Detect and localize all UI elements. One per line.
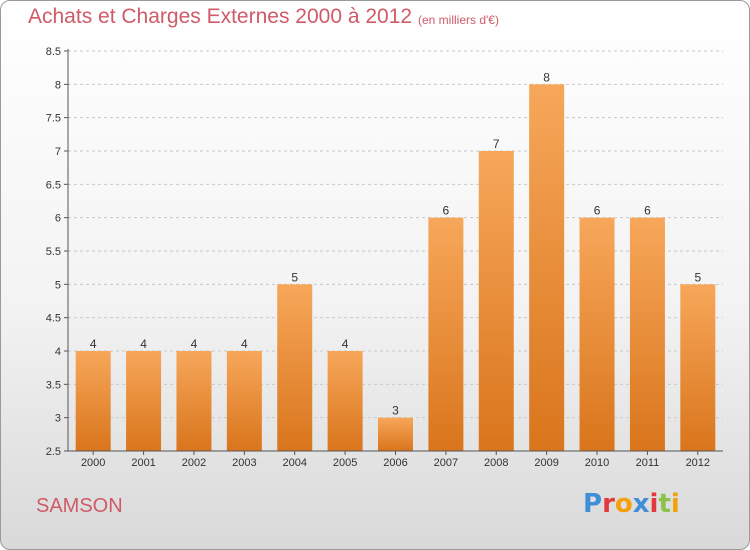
logo-letter: t bbox=[658, 489, 671, 519]
data-label: 6 bbox=[594, 204, 601, 218]
logo-letter: x bbox=[632, 489, 650, 519]
proxiti-logo[interactable]: Proxiti bbox=[583, 489, 680, 519]
data-label: 5 bbox=[694, 270, 701, 284]
data-label: 4 bbox=[342, 337, 349, 351]
logo-letter: o bbox=[614, 489, 633, 519]
x-tick-label: 2003 bbox=[232, 457, 256, 469]
grid-lines bbox=[68, 50, 723, 419]
logo-letter: i bbox=[670, 489, 680, 519]
y-tick-label: 8.5 bbox=[46, 46, 61, 58]
y-tick-label: 3.5 bbox=[46, 379, 61, 391]
axes: 2.5 3 3.5 4 4.5 5 5.5 6 6.5 7 7.5 8 8.5 2000 2001 2002 2… bbox=[46, 46, 723, 469]
bars: 4 4 4 4 5 4 3 6 7 8 6 6 5 bbox=[75, 70, 716, 451]
chart-title: Achats et Charges Externes 2000 à 2012 bbox=[28, 5, 413, 28]
x-tick-label: 2007 bbox=[434, 457, 458, 469]
x-tick-label: 2011 bbox=[636, 457, 660, 469]
bar bbox=[226, 351, 262, 451]
x-tick-label: 2009 bbox=[534, 457, 558, 469]
y-tick-label: 5 bbox=[55, 279, 61, 291]
y-tick-label: 7.5 bbox=[46, 113, 61, 125]
y-tick-label: 2.5 bbox=[46, 446, 61, 458]
y-tick-label: 3 bbox=[55, 413, 61, 425]
x-tick-label: 2012 bbox=[686, 457, 710, 469]
logo-letter: r bbox=[602, 489, 615, 519]
bar bbox=[680, 284, 716, 451]
x-tick-label: 2005 bbox=[333, 457, 357, 469]
x-tick-label: 2010 bbox=[585, 457, 609, 469]
x-tick-label: 2001 bbox=[131, 457, 155, 469]
x-tick-label: 2008 bbox=[484, 457, 508, 469]
y-tick-label: 6.5 bbox=[46, 179, 61, 191]
chart-subtitle: (en milliers d'€) bbox=[418, 13, 499, 27]
data-label: 6 bbox=[644, 204, 651, 218]
bar bbox=[327, 351, 363, 451]
logo-letter: P bbox=[583, 489, 603, 519]
bar bbox=[277, 284, 313, 451]
x-tick-label: 2004 bbox=[282, 457, 306, 469]
bar bbox=[529, 84, 565, 451]
logo-letter: i bbox=[649, 489, 659, 519]
data-label: 6 bbox=[443, 204, 450, 218]
y-tick-label: 8 bbox=[55, 79, 61, 91]
bar bbox=[126, 351, 162, 451]
data-label: 4 bbox=[241, 337, 248, 351]
commune-name: SAMSON bbox=[36, 495, 123, 517]
data-label: 4 bbox=[140, 337, 147, 351]
y-tick-label: 5.5 bbox=[46, 246, 61, 258]
bar bbox=[378, 417, 413, 451]
bar bbox=[176, 351, 212, 451]
data-label: 4 bbox=[90, 337, 97, 351]
bar bbox=[478, 151, 514, 451]
data-label: 3 bbox=[392, 404, 399, 418]
data-label: 8 bbox=[543, 70, 550, 84]
y-tick-label: 4.5 bbox=[46, 313, 61, 325]
data-label: 4 bbox=[191, 337, 198, 351]
bar bbox=[428, 217, 464, 451]
x-tick-label: 2006 bbox=[383, 457, 407, 469]
x-tick-label: 2002 bbox=[182, 457, 206, 469]
x-tick-label: 2000 bbox=[81, 457, 105, 469]
bar bbox=[75, 351, 111, 451]
y-tick-label: 4 bbox=[55, 346, 61, 358]
bar bbox=[629, 217, 665, 451]
data-label: 7 bbox=[493, 137, 500, 151]
y-tick-label: 7 bbox=[55, 146, 61, 158]
y-tick-label: 6 bbox=[55, 213, 61, 225]
data-label: 5 bbox=[291, 270, 298, 284]
bar bbox=[579, 217, 615, 451]
